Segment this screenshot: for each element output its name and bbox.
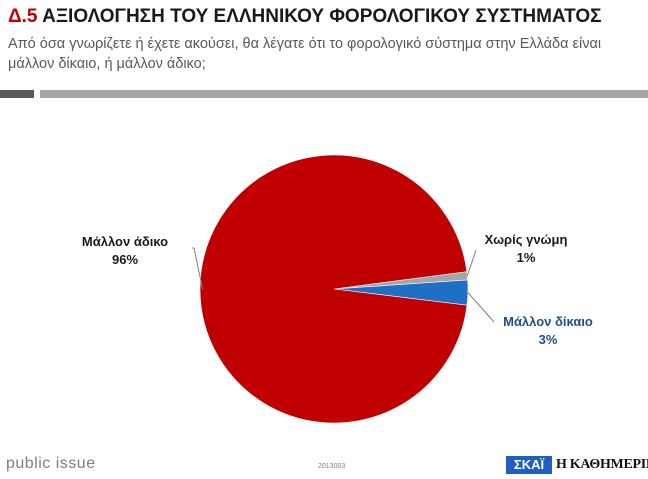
pie-slices (199, 154, 469, 424)
slice-label-no-opinion-name: Χωρίς γνώμη (484, 232, 568, 247)
pie-slice-unfair (199, 154, 468, 424)
skai-logo: ΣΚΑΪ (506, 456, 552, 474)
slice-label-no-opinion-value: 1% (516, 250, 536, 265)
leader-lines (192, 247, 495, 323)
leader-line-no-opinion (466, 249, 477, 276)
header-rule-light (40, 90, 648, 98)
slice-label-fair-value: 3% (538, 332, 558, 347)
brand-logo: public issue (6, 455, 96, 472)
slice-label-fair-name: Μάλλον δίκαιο (503, 314, 593, 329)
leader-line-unfair (192, 247, 204, 290)
leader-line-fair (467, 292, 495, 323)
slice-label-unfair: Μάλλον άδικο 96% (60, 233, 190, 269)
slice-label-unfair-value: 96% (111, 252, 139, 267)
pie-chart (192, 154, 495, 424)
question-code: Δ.5 (8, 6, 38, 27)
header-rule-dark (0, 90, 34, 98)
slice-label-fair: Μάλλον δίκαιο 3% (488, 313, 608, 349)
question-text: Από όσα γνωρίζετε ή έχετε ακούσει, θα λέ… (8, 36, 602, 72)
page-title: Δ.5 ΑΞΙΟΛΟΓΗΣΗ ΤΟΥ ΕΛΛΗΝΙΚΟΥ ΦΟΡΟΛΟΓΙΚΟΥ… (8, 6, 602, 28)
reference-code: 2013003 (318, 463, 346, 470)
kathimerini-logo: Η ΚΑΘΗΜΕΡΙΝΗ (556, 457, 648, 472)
title-text: ΑΞΙΟΛΟΓΗΣΗ ΤΟΥ ΕΛΛΗΝΙΚΟΥ ΦΟΡΟΛΟΓΙΚΟΥ ΣΥΣ… (42, 6, 602, 27)
slice-label-unfair-name: Μάλλον άδικο (81, 234, 169, 249)
slice-label-no-opinion: Χωρίς γνώμη 1% (466, 231, 586, 267)
